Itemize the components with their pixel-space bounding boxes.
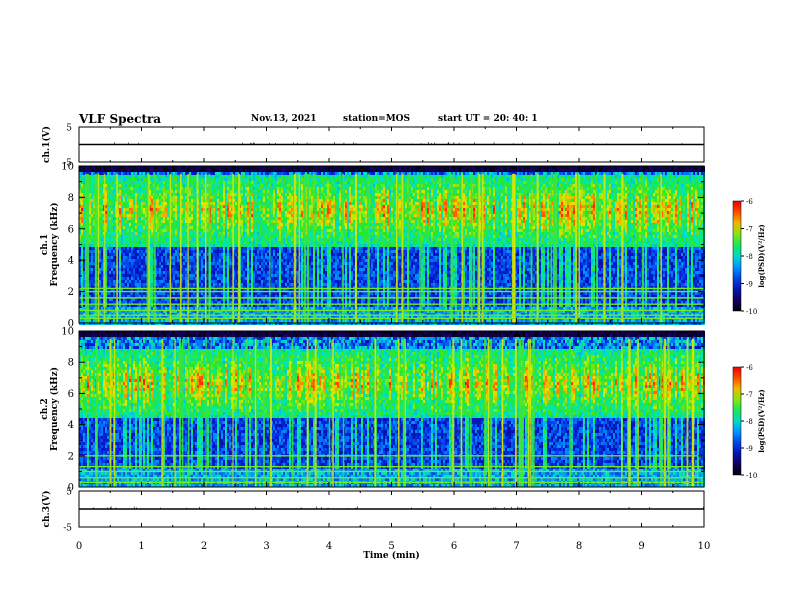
ch2-spectrogram-colorbar-tick-label: -8 [746, 418, 753, 426]
ch2-spectrogram-ytick-label: 6 [68, 389, 74, 400]
vlf-figure: VLF Spectra Nov.13, 2021 station=MOS sta… [0, 0, 792, 612]
x-tick-label: 7 [513, 541, 519, 552]
ch1-spectrogram-ytick-label: 2 [68, 287, 74, 298]
ch2-spectrogram-ytick-label: 4 [68, 420, 74, 431]
ch1-spectrogram-colorbar-label: log(PSD)(V²/Hz) [757, 224, 766, 288]
ch1-spectrogram-colorbar-tick-label: -10 [746, 308, 757, 316]
x-tick-label: 4 [326, 541, 332, 552]
x-tick-label: 10 [698, 541, 711, 552]
ch1-spectrogram-ylabel-frequency: Frequency (kHz) [49, 202, 60, 286]
ch2-spectrogram-colorbar-tick-label: -10 [746, 472, 757, 480]
ch1-spectrogram-ytick-label: 4 [68, 256, 74, 267]
ch3-waveform-ytick-label: -5 [63, 524, 72, 534]
ch2-spectrogram-ytick-label: 10 [61, 327, 74, 338]
x-tick-label: 0 [76, 541, 82, 552]
ch1-spectrogram-ytick-label: 10 [61, 162, 74, 173]
ch1-spectrogram-colorbar-tick-label: -9 [746, 281, 753, 289]
ch1-spectrogram-colorbar-tick-label: -7 [746, 226, 753, 234]
x-tick-label: 3 [263, 541, 269, 552]
ch2-spectrogram-colorbar-tick-label: -6 [746, 364, 753, 372]
ch1-spectrogram-ytick-label: 8 [68, 193, 74, 204]
x-tick-label: 6 [451, 541, 457, 552]
ch1-spectrogram-ylabel-channel: ch.1 [40, 234, 50, 255]
ch2-spectrogram-colorbar-tick-label: -7 [746, 391, 753, 399]
ch1-spectrogram-colorbar-tick-label: -6 [746, 198, 753, 206]
ch2-spectrogram-colorbar [733, 367, 741, 475]
ch1-spectrogram-colorbar-tick-label: -8 [746, 253, 753, 261]
ch2-spectrogram-ytick-label: 8 [68, 358, 74, 369]
ch2-spectrogram-colorbar-label: log(PSD)(V²/Hz) [757, 389, 766, 453]
ch2-spectrogram-ytick-label: 2 [68, 451, 74, 462]
ch2-spectrogram-image [79, 331, 705, 487]
ch2-spectrogram-ylabel-channel: ch.2 [40, 398, 50, 419]
ch3-waveform-ytick-label: 5 [66, 488, 72, 498]
ch3-waveform-ylabel: ch.3(V) [41, 491, 52, 528]
x-tick-label: 8 [576, 541, 582, 552]
x-tick-label: 9 [638, 541, 644, 552]
ch2-spectrogram-ylabel-frequency: Frequency (kHz) [49, 367, 60, 451]
ch1-waveform-ylabel: ch.1(V) [41, 126, 52, 163]
x-axis-title: Time (min) [363, 550, 420, 561]
x-tick-label: 1 [138, 541, 144, 552]
ch1-spectrogram-ytick-label: 6 [68, 224, 74, 235]
ch1-spectrogram-colorbar [733, 201, 741, 311]
ch2-spectrogram-colorbar-tick-label: -9 [746, 445, 753, 453]
ch1-waveform-ytick-label: 5 [66, 124, 72, 134]
plot-canvas: 5-5ch.1(V)0246810ch.1 Frequency (kHz)-6-7… [0, 0, 792, 612]
x-tick-label: 2 [201, 541, 207, 552]
ch1-spectrogram-image [79, 166, 705, 325]
